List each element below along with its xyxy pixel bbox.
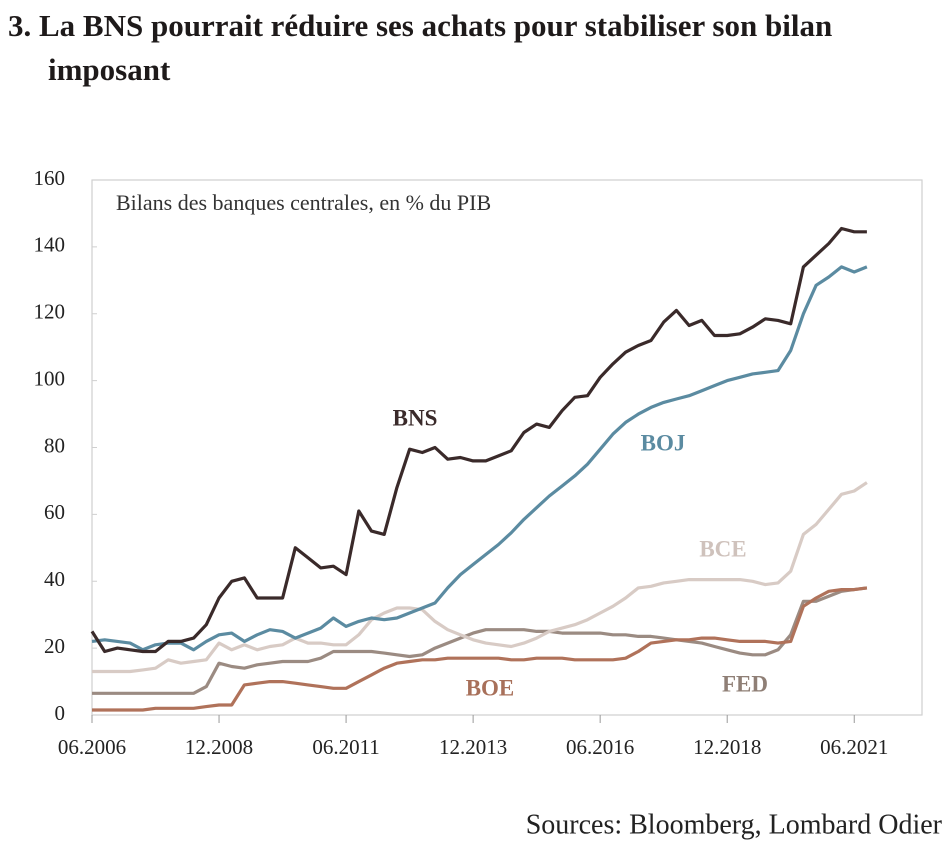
series-line: [91, 265, 868, 652]
x-tick-label: 12.2018: [693, 735, 761, 759]
series-line: [92, 481, 868, 674]
y-tick-label: 40: [44, 567, 65, 591]
series-line: [90, 226, 867, 654]
source: Sources: Bloomberg, Lombard Odier: [526, 809, 943, 840]
y-tick-label: 0: [55, 701, 66, 725]
series-label: BOJ: [641, 430, 686, 455]
y-tick-label: 120: [34, 300, 66, 324]
chart-subtitle: Bilans des banques centrales, en % du PI…: [116, 190, 491, 215]
x-tick-label: 12.2008: [185, 735, 253, 759]
x-tick-label: 06.2021: [820, 735, 888, 759]
y-tick-label: 60: [44, 500, 65, 524]
series-label: BCE: [699, 536, 746, 561]
x-tick-label: 12.2013: [439, 735, 507, 759]
series-label: FED: [722, 671, 768, 696]
y-tick-label: 160: [34, 166, 66, 190]
y-tick-label: 100: [34, 366, 66, 390]
x-tick-label: 06.2016: [566, 735, 634, 759]
y-tick-label: 140: [34, 233, 66, 257]
y-tick-label: 80: [44, 433, 65, 457]
series-line: [92, 586, 868, 712]
series-label: BNS: [393, 405, 438, 430]
x-tick-label: 06.2011: [312, 735, 379, 759]
chart-title: 3. La BNS pourrait réduire ses achats po…: [8, 8, 833, 87]
y-tick-label: 20: [44, 634, 65, 658]
series-label: BOE: [466, 675, 515, 700]
series-line: [92, 586, 868, 695]
x-tick-label: 06.2006: [58, 735, 126, 759]
